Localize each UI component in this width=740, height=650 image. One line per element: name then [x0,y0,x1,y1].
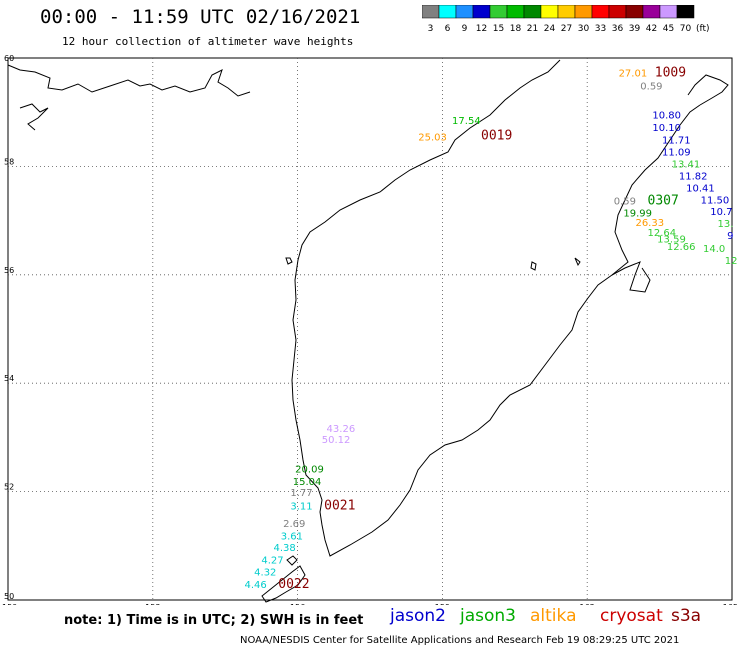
lon-tick-label: 159 [435,603,450,605]
lat-tick-label: 54 [4,374,14,383]
map-subtitle: 12 hour collection of altimeter wave hei… [62,35,354,48]
lon-tick-label: 156 [290,603,305,605]
lon-tick-label: 153 [145,603,160,605]
wave-height-label: 27.01 [619,68,648,79]
map-title: 00:00 - 11:59 UTC 02/16/2021 [40,6,361,28]
lon-tick-label: 162 [580,603,595,605]
satellite-legend-s3a: s3a [671,606,702,626]
wave-height-label: 26.33 [635,218,664,229]
northeast-coastline [687,74,729,106]
lat-lon-grid [7,57,733,601]
wave-height-label: 11.82 [679,171,708,182]
wave-height-label: 0.59 [640,81,662,92]
coastline [7,59,729,603]
wave-height-label: 0.59 [614,196,636,207]
island-outline [574,257,581,267]
wave-height-label: 13.41 [672,159,701,170]
colorbar-label: 21 [527,24,538,34]
wave-height-label: 4.38 [273,543,295,554]
colorbar-label: 12 [476,24,487,34]
altimeter-map: 150 153 156 159 162 165 60 58 56 54 52 50 27.01 1009… [2,54,738,605]
pass-time-label: 0021 [324,498,355,513]
colorbar-label: 42 [646,24,657,34]
wave-height-label: 11.50 [701,195,730,206]
lat-tick-label: 52 [4,483,14,492]
wave-height-observations: 27.01 10090.5910.8010.1011.7111.0913.4111… [245,65,738,592]
wave-height-label: 12 [725,256,738,267]
colorbar-swatch [676,5,695,19]
wave-height-label: 14.0 [703,244,725,255]
satellite-legend-jason3: jason3 [460,606,516,626]
gulf-coastline [611,261,651,293]
satellite-legend-cryosat: cryosat [600,606,663,626]
lon-tick-label: 150 [2,603,17,605]
map-frame [7,57,733,601]
pass-time-label: 1009 [655,65,686,80]
wave-height-label: 3.11 [290,501,312,512]
satellite-legend-jason2: jason2 [390,606,446,626]
colorbar-label: 18 [510,24,522,34]
wave-height-label: 10.10 [652,123,681,134]
lat-tick-label: 60 [4,54,14,63]
axis-tick-labels: 150 153 156 159 162 165 60 58 56 54 52 50 [2,54,738,605]
wave-height-label: 10.41 [686,183,715,194]
wave-height-label: 12.64 [648,228,677,239]
colorbar-unit: (ft) [696,24,710,34]
wave-height-label: 10.7 [710,207,732,218]
wave-height-label: 25.03 [418,132,447,143]
colorbar-label: 70 [680,24,692,34]
wave-height-label: 13.59 [657,234,686,245]
wave-height-label: 15.04 [293,477,322,488]
wave-height-label: 4.27 [261,556,283,567]
wave-height-colorbar: 3 6 9 12 15 18 21 24 27 30 33 36 39 42 45 70 (ft) [422,5,710,34]
wave-height-label: 11.09 [662,148,691,159]
kuril-island-outline [261,565,306,603]
wave-height-label: 10.80 [652,111,681,122]
colorbar-label: 9 [462,24,468,34]
credit-footer: NOAA/NESDIS Center for Satellite Applica… [240,635,680,646]
colorbar-label: 33 [595,24,606,34]
pass-time-label: 0022 [278,577,309,592]
wave-height-label: 17.54 [452,116,481,127]
lon-tick-label: 165 [723,603,738,605]
wave-height-label: 20.09 [295,465,324,476]
wave-height-label: 4.32 [254,568,276,579]
wave-height-label: 11.71 [662,136,691,147]
wave-height-label: 13. [718,219,734,230]
colorbar-label: 39 [629,24,641,34]
colorbar-label: 24 [544,24,556,34]
north-coastline-bay [19,103,49,131]
colorbar-label: 30 [578,24,590,34]
colorbar-label: 27 [561,24,572,34]
island-outline [285,257,293,265]
kamchatka-coastline [291,59,701,557]
wave-height-label: 3.61 [281,531,303,542]
island-outline [530,261,537,271]
wave-height-label: 43.26 [327,424,356,435]
wave-height-label: 12.66 [667,242,696,253]
pass-time-label: 0019 [481,128,512,143]
units-note: note: 1) Time is in UTC; 2) SWH is in fe… [64,613,364,628]
lat-tick-label: 58 [4,157,14,166]
wave-height-label: 19.99 [623,208,652,219]
colorbar-label: 15 [493,24,504,34]
colorbar-label: 3 [428,24,434,34]
lat-tick-label: 56 [4,266,14,275]
colorbar-label: 6 [445,24,451,34]
satellite-legend-altika: altika [530,606,577,626]
north-coastline [7,64,251,97]
lat-tick-label: 50 [4,592,14,601]
kuril-island-outline [286,555,298,566]
pass-time-label: 0307 [648,193,679,208]
wave-height-label: 2.69 [283,519,305,530]
colorbar-label: 36 [612,24,624,34]
wave-height-label: 9 [727,231,733,242]
wave-height-label: 50.12 [322,435,351,446]
colorbar-label: 45 [663,24,674,34]
wave-height-label: 1.77 [290,488,312,499]
wave-height-label: 4.46 [245,580,267,591]
